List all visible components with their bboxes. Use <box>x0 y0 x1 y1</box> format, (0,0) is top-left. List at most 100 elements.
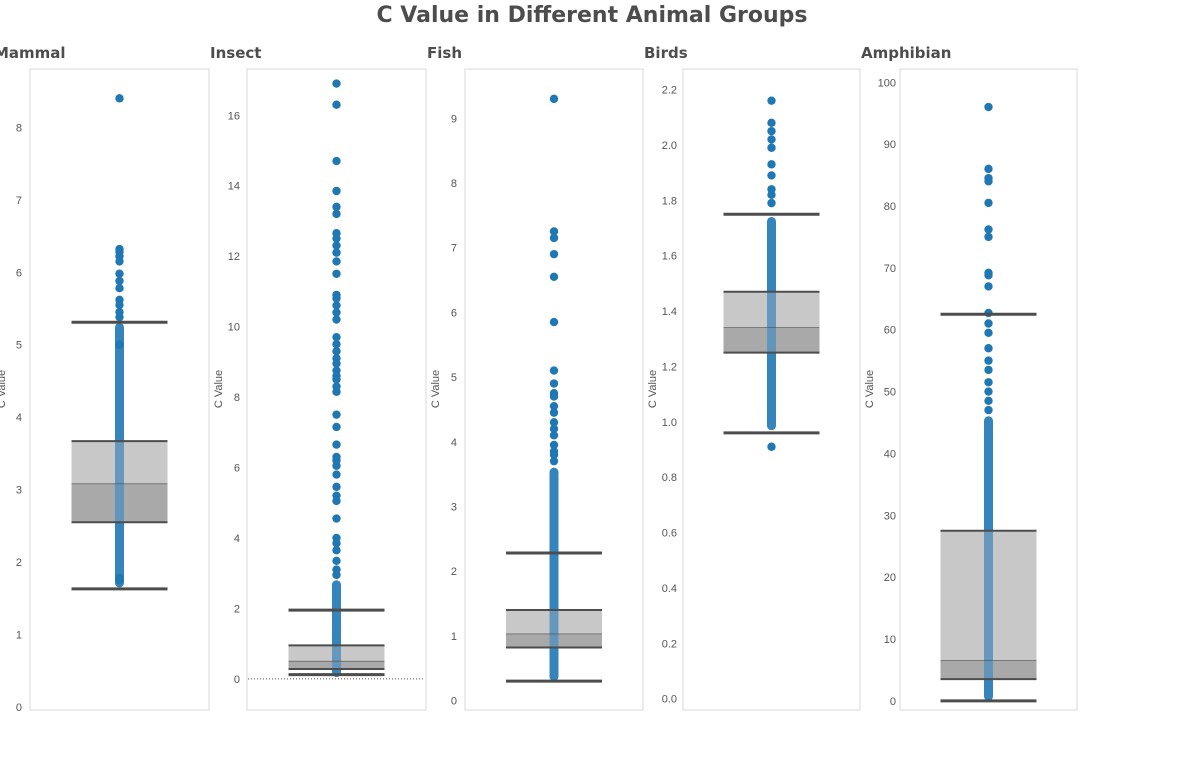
y-axis-label: C Value <box>430 370 442 408</box>
data-point <box>984 232 993 242</box>
y-tick-label: 1.0 <box>662 417 677 429</box>
panel-title: Fish <box>427 44 462 62</box>
data-point <box>332 100 341 109</box>
point-cluster <box>549 467 559 682</box>
data-point <box>332 79 341 88</box>
data-point <box>767 143 776 152</box>
box-overlay <box>506 609 602 648</box>
panel-title: Amphibian <box>861 44 951 62</box>
y-tick-label: 0.2 <box>662 638 677 650</box>
y-tick-label: 5 <box>16 340 22 352</box>
panel-frame <box>246 68 427 711</box>
data-point <box>767 135 776 144</box>
y-tick-label: 3 <box>451 501 457 513</box>
point-cluster <box>984 416 993 701</box>
y-tick-label: 8 <box>234 392 240 404</box>
y-tick-label: 0.4 <box>662 583 677 595</box>
data-point <box>549 392 559 401</box>
data-point <box>332 294 341 303</box>
data-point <box>984 405 993 415</box>
data-point <box>767 160 776 169</box>
data-point <box>332 248 341 257</box>
data-point <box>549 94 559 104</box>
y-tick-label: 40 <box>884 448 896 460</box>
data-point <box>549 418 559 427</box>
y-tick-label: 12 <box>228 251 240 263</box>
data-point <box>984 328 993 337</box>
y-tick-label: 2.0 <box>662 140 677 152</box>
box-overlay <box>71 441 168 523</box>
data-point <box>332 514 341 523</box>
point-cluster <box>332 580 341 678</box>
data-point <box>549 233 559 243</box>
data-point <box>115 276 124 286</box>
data-point <box>549 379 559 388</box>
data-point <box>549 227 559 236</box>
data-point <box>332 202 341 212</box>
data-point <box>332 440 341 449</box>
point-cluster <box>767 216 776 431</box>
panel-amphibian: Amphibian C Value 0 10 20 30 40 50 60 70 80 90 100 <box>861 44 1078 711</box>
data-point <box>332 234 341 243</box>
data-point <box>332 496 341 506</box>
y-tick-label: 2.2 <box>662 85 677 97</box>
data-point <box>549 317 559 327</box>
y-tick-label: 4 <box>451 437 457 449</box>
data-point <box>332 410 341 419</box>
y-tick-label: 4 <box>16 412 22 424</box>
y-tick-label: 8 <box>451 178 457 190</box>
y-tick-label: 2 <box>16 557 22 569</box>
data-point <box>549 431 559 440</box>
data-point <box>332 241 341 250</box>
data-point <box>767 126 776 136</box>
data-point <box>767 171 776 180</box>
data-point <box>332 570 341 580</box>
data-point <box>332 470 341 479</box>
y-tick-label: 2 <box>234 603 240 615</box>
data-point <box>549 401 559 411</box>
y-tick-label: 0.0 <box>662 694 677 706</box>
chart-title: C Value in Different Animal Groups <box>377 3 808 28</box>
y-tick-label: 0.8 <box>662 472 677 484</box>
data-point <box>115 283 124 293</box>
y-tick-label: 7 <box>16 195 22 207</box>
panel-frame <box>682 68 861 711</box>
box-overlay <box>940 530 1037 680</box>
data-point <box>984 164 993 174</box>
y-tick-label: 0 <box>234 674 240 686</box>
y-tick-label: 1.8 <box>662 195 677 207</box>
data-point <box>984 102 993 112</box>
data-point <box>549 249 559 259</box>
y-tick-label: 80 <box>884 201 896 213</box>
data-point <box>549 366 559 375</box>
y-tick-label: 8 <box>16 122 22 134</box>
data-point <box>115 312 124 322</box>
data-point <box>115 94 124 103</box>
data-point <box>332 257 341 266</box>
data-point <box>984 344 993 353</box>
y-tick-label: 1.2 <box>662 361 677 373</box>
y-tick-label: 90 <box>884 139 896 151</box>
data-point <box>767 118 776 128</box>
data-point <box>767 96 776 105</box>
panel-title: Birds <box>644 44 688 62</box>
y-tick-label: 100 <box>878 77 896 89</box>
data-point <box>332 186 341 196</box>
y-tick-label: 9 <box>451 113 457 125</box>
data-point <box>984 356 993 365</box>
data-point <box>332 340 341 349</box>
data-point <box>332 269 341 278</box>
data-point <box>332 359 341 368</box>
y-tick-label: 60 <box>884 325 896 337</box>
y-tick-label: 7 <box>451 243 457 255</box>
data-point <box>767 442 776 451</box>
data-point <box>984 177 993 186</box>
data-point <box>984 319 993 328</box>
y-tick-label: 2 <box>451 566 457 578</box>
panel-mammal: Mammal C Value 0 1 2 3 4 5 6 7 8 <box>0 44 210 714</box>
data-point <box>115 300 124 310</box>
data-point <box>115 576 124 585</box>
y-tick-label: 0.6 <box>662 528 677 540</box>
